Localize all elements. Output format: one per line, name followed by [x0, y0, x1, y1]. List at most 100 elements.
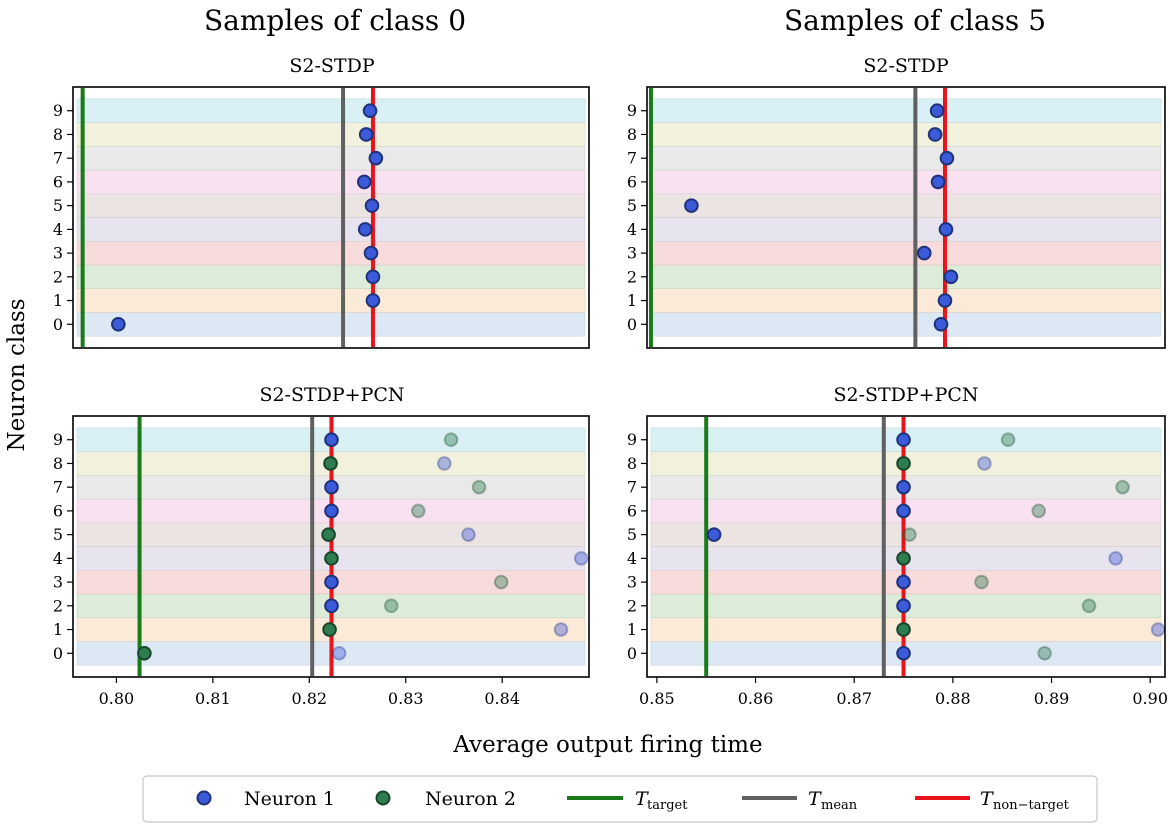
neuron-2-point-class-9	[1000, 432, 1016, 448]
neuron-1-point-class-2	[943, 269, 959, 285]
neuron-2-point-class-7	[471, 479, 487, 495]
neuron-1-point-class-0	[331, 645, 347, 661]
neuron-1-point-class-8	[437, 456, 452, 471]
x-tick-label: 0.88	[935, 689, 971, 708]
y-tick-label: 2	[627, 267, 637, 286]
y-tick-label: 3	[627, 573, 637, 592]
neuron-1-point-class-5	[684, 198, 699, 213]
class-band-2	[650, 264, 1162, 289]
x-tick-label: 0.83	[388, 689, 424, 708]
y-tick-label: 2	[53, 596, 63, 615]
neuron-1-point-class-7	[368, 150, 384, 166]
y-tick-label: 6	[627, 501, 637, 520]
x-tick-label: 0.82	[291, 689, 327, 708]
neuron-1-point-class-9	[929, 103, 945, 119]
axes-frame	[646, 415, 1166, 678]
x-tick-label: 0.81	[195, 689, 231, 708]
neuron-1-point-class-7	[324, 479, 339, 495]
panel-s2stdp-class-0: 0 1 2 3 4 5 6 7 8 9	[53, 86, 590, 349]
y-tick-label: 6	[53, 501, 63, 520]
neuron-2-point-class-6	[410, 503, 426, 519]
y-tick-label: 7	[627, 478, 637, 497]
y-tick-label: 1	[53, 620, 63, 639]
y-tick-label: 8	[627, 125, 637, 144]
class-band-9	[76, 98, 586, 123]
y-tick-label: 4	[627, 549, 637, 568]
axes-frame	[72, 415, 590, 678]
x-tick-label: 0.84	[484, 689, 520, 708]
neuron-2-point-class-4	[324, 551, 339, 566]
class-band-6	[76, 169, 586, 195]
neuron-2-point-class-3	[493, 574, 509, 590]
class-band-5	[650, 193, 1162, 218]
legend-non-target-symbol: T	[980, 788, 994, 810]
y-tick-label: 8	[627, 454, 637, 473]
y-tick-label: 6	[627, 172, 637, 191]
y-tick-label: 4	[53, 549, 63, 568]
y-tick-label: 5	[627, 196, 637, 215]
class-band-4	[76, 217, 586, 242]
neuron-1-point-class-2	[896, 598, 911, 614]
neuron-2-point-class-0	[137, 645, 152, 661]
class-band-0	[76, 312, 586, 337]
y-tick-label: 4	[627, 220, 637, 239]
neuron-1-point-class-4	[938, 222, 954, 237]
class-band-3	[76, 240, 586, 266]
neuron-1-point-class-0	[111, 316, 126, 332]
axes-frame	[646, 86, 1166, 349]
neuron-1-point-class-4	[573, 551, 589, 566]
neuron-1-point-class-5	[461, 527, 476, 542]
class-band-7	[650, 146, 1162, 171]
y-tick-label: 1	[627, 291, 637, 310]
y-axis-label: Neuron class	[4, 298, 30, 451]
y-tick-label: 3	[53, 573, 63, 592]
legend: Neuron 1 Neuron 2 T target T mean T non−…	[142, 775, 1098, 823]
neuron-2-point-class-1	[896, 622, 911, 637]
panel-title-bottom-right: S2-STDP+PCN	[833, 384, 978, 406]
y-tick-label: 8	[53, 125, 63, 144]
neuron-2-point-class-6	[1031, 503, 1047, 519]
neuron-1-point-class-7	[896, 479, 911, 495]
neuron-2-point-class-0	[1037, 645, 1052, 661]
class-band-8	[76, 122, 586, 147]
y-tick-label: 2	[53, 267, 63, 286]
neuron-1-point-class-8	[358, 127, 374, 142]
legend-neuron-1-marker	[196, 790, 212, 806]
column-title-class-5: Samples of class 5	[784, 4, 1046, 37]
neuron-1-point-class-2	[324, 598, 339, 614]
class-band-6	[650, 169, 1162, 195]
neuron-2-point-class-8	[323, 456, 338, 471]
column-title-class-0: Samples of class 0	[204, 4, 466, 37]
y-tick-label: 2	[627, 596, 637, 615]
neuron-2-point-class-9	[443, 432, 459, 448]
x-tick-label: 0.89	[1034, 689, 1070, 708]
y-tick-label: 6	[53, 172, 63, 191]
x-axis-label: Average output firing time	[452, 732, 762, 758]
neuron-1-point-class-2	[365, 269, 381, 285]
x-tick-label: 0.85	[639, 689, 675, 708]
y-tick-label: 5	[627, 525, 637, 544]
neuron-1-point-class-3	[363, 245, 379, 261]
y-tick-label: 3	[627, 244, 637, 263]
y-tick-label: 8	[53, 454, 63, 473]
class-band-1	[650, 288, 1162, 313]
x-tick-label: 0.86	[738, 689, 774, 708]
neuron-1-point-class-8	[977, 456, 992, 471]
x-tick-label: 0.87	[836, 689, 872, 708]
neuron-2-point-class-5	[902, 527, 917, 542]
y-tick-label: 1	[627, 620, 637, 639]
class-band-8	[650, 122, 1162, 147]
x-tick-label: 0.80	[99, 689, 135, 708]
neuron-1-point-class-3	[896, 574, 911, 590]
y-tick-label: 5	[53, 525, 63, 544]
neuron-1-point-class-1	[937, 293, 953, 308]
neuron-1-point-class-5	[364, 198, 380, 213]
neuron-1-point-class-0	[896, 645, 911, 661]
y-tick-label: 9	[53, 430, 63, 449]
neuron-1-point-class-9	[896, 432, 911, 448]
class-band-1	[76, 288, 586, 313]
neuron-1-point-class-9	[362, 103, 378, 119]
class-band-5	[76, 193, 586, 218]
neuron-2-point-class-7	[1115, 479, 1130, 495]
